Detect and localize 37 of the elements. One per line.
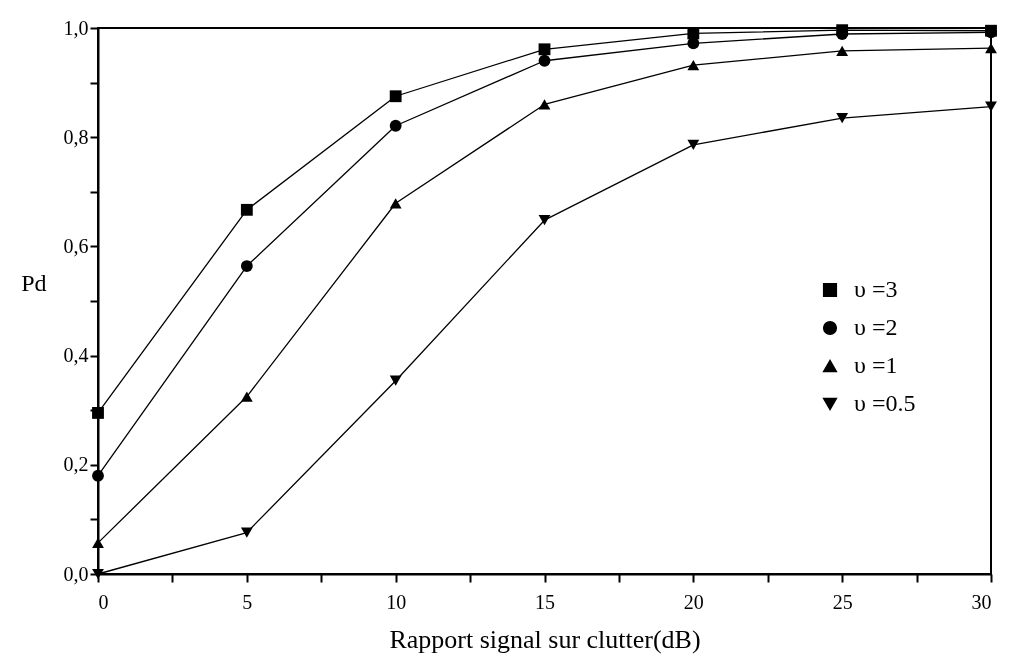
x-tick-label: 25 (832, 590, 853, 613)
point (240, 203, 253, 216)
point (538, 215, 551, 226)
y-tick-label: 0,0 (63, 562, 89, 585)
x-tick-label: 5 (242, 590, 253, 613)
point (389, 198, 402, 209)
legend-label: υ =3 (854, 276, 898, 302)
point (389, 90, 402, 103)
x-tick-label: 15 (535, 590, 555, 613)
x-tick-label: 10 (386, 590, 407, 613)
y-tick-label: 0,2 (63, 453, 89, 476)
y-tick-label: 1,0 (63, 16, 89, 39)
point (687, 139, 700, 150)
point (836, 24, 849, 37)
point (836, 45, 849, 57)
legend-label: υ =2 (854, 314, 898, 340)
y-axis-title: Pd (21, 269, 47, 296)
point (240, 527, 253, 538)
point (687, 60, 700, 71)
point (538, 99, 551, 110)
point (538, 43, 551, 56)
point (538, 54, 551, 67)
legend-label: υ =1 (854, 352, 898, 378)
point (836, 112, 849, 124)
point (389, 119, 402, 132)
point (240, 391, 253, 402)
point (240, 260, 253, 272)
point (389, 375, 402, 386)
y-tick-label: 0,8 (63, 125, 89, 148)
x-axis-title: Rapport signal sur clutter(dB) (389, 624, 701, 654)
x-tick-label: 0 (98, 590, 109, 613)
y-tick-label: 0,6 (63, 234, 89, 257)
y-tick-label: 0,4 (63, 344, 89, 367)
x-tick-label: 30 (971, 590, 992, 613)
x-tick-label: 20 (683, 590, 704, 613)
point (92, 469, 104, 482)
legend-label: υ =0.5 (854, 390, 916, 416)
